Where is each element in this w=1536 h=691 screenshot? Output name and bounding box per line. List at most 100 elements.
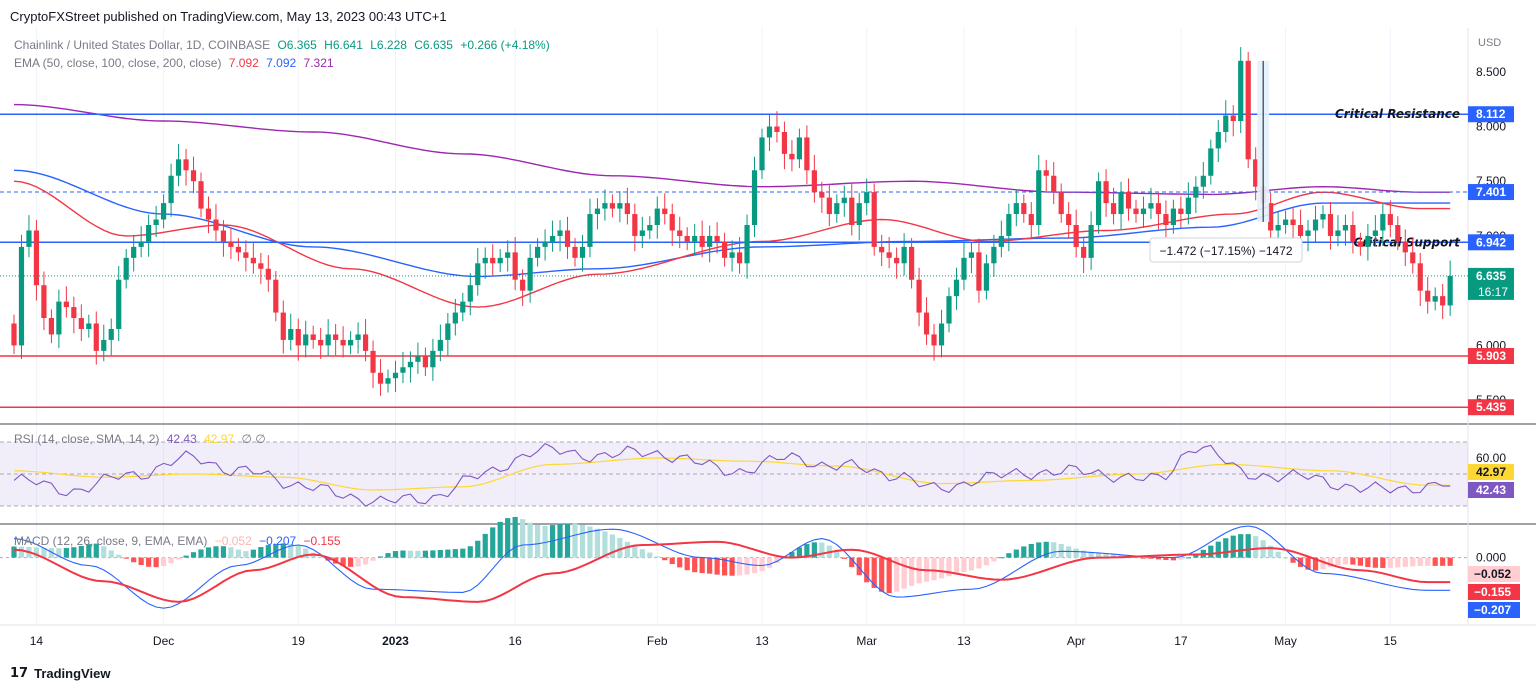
macd-hist-bar-114 xyxy=(864,557,870,583)
candle-body-45 xyxy=(348,339,354,346)
macd-hist-bar-95 xyxy=(722,557,728,576)
macd-hist-bar-166 xyxy=(1253,536,1259,558)
candle-body-109 xyxy=(826,197,832,215)
macd-hist-bar-104 xyxy=(789,552,795,558)
candle-body-125 xyxy=(946,296,952,324)
macd-tag-text-0: −0.052 xyxy=(1474,567,1511,581)
macd-hist-bar-183 xyxy=(1380,557,1386,568)
macd-hist-bar-6 xyxy=(56,548,62,558)
candle-body-88 xyxy=(669,214,675,231)
macd-signal-line xyxy=(13,540,1451,603)
candle-body-1 xyxy=(18,246,25,346)
candle-body-178 xyxy=(1342,225,1349,231)
candle-body-25 xyxy=(198,181,204,209)
macd-hist-bar-53 xyxy=(407,550,414,558)
candle-body-127 xyxy=(961,257,967,280)
macd-hist-bar-16 xyxy=(131,557,137,563)
candle-body-155 xyxy=(1170,208,1176,225)
candle-body-7 xyxy=(63,301,69,308)
last-price-text: 6.635 xyxy=(1476,269,1506,283)
candle-body-164 xyxy=(1238,60,1244,122)
macd-hist-bar-139 xyxy=(1051,542,1057,558)
macd-hist-bar-70 xyxy=(535,525,541,558)
candle-body-79 xyxy=(602,203,608,209)
macd-hist-bar-17 xyxy=(138,557,144,565)
candle-body-32 xyxy=(250,257,256,264)
macd-hist-bar-62 xyxy=(475,540,481,558)
candle-body-36 xyxy=(280,312,286,340)
macd-hist-bar-41 xyxy=(318,556,324,558)
macd-hist-bar-66 xyxy=(505,518,511,558)
candle-body-146 xyxy=(1103,181,1109,204)
candle-body-134 xyxy=(1013,203,1019,215)
candle-body-29 xyxy=(228,241,234,247)
price-tick-1: 8.000 xyxy=(1476,120,1506,134)
macd-hist-bar-88 xyxy=(669,557,675,564)
ohlc-low: L6.228 xyxy=(370,38,407,52)
macd-hist-bar-102 xyxy=(774,557,780,563)
tradingview-logo-icon: 𝟭𝟳 xyxy=(10,665,29,680)
chart-grid xyxy=(0,28,1536,624)
candle-body-15 xyxy=(123,257,129,280)
macd-hist-bar-45 xyxy=(348,557,354,567)
candle-body-189 xyxy=(1425,290,1431,302)
candle-body-136 xyxy=(1028,214,1034,225)
macd-hist-bar-180 xyxy=(1357,557,1363,566)
footer-brand[interactable]: 𝟭𝟳 TradingView xyxy=(10,665,110,681)
macd-hist-bar-184 xyxy=(1387,557,1393,568)
candle-body-47 xyxy=(362,334,369,351)
macd-hist-bar-181 xyxy=(1365,557,1371,568)
candle-body-185 xyxy=(1395,225,1401,242)
footer-brand-label: TradingView xyxy=(34,665,111,681)
macd-hist-bar-182 xyxy=(1372,557,1378,568)
macd-hist-bar-120 xyxy=(909,557,915,586)
macd-hist-bar-73 xyxy=(557,523,563,558)
macd-legend: MACD (12, 26, close, 9, EMA, EMA) −0.052… xyxy=(14,534,345,548)
candle-body-50 xyxy=(385,378,391,384)
macd-hist-bar-152 xyxy=(1148,557,1154,559)
candle-body-183 xyxy=(1380,214,1386,231)
candle-body-141 xyxy=(1066,214,1072,225)
macd-hist-bar-144 xyxy=(1088,552,1094,558)
macd-hist-bar-107 xyxy=(811,542,817,558)
macd-hist-bar-5 xyxy=(48,548,54,558)
macd-hist-bar-55 xyxy=(422,550,428,558)
candle-body-182 xyxy=(1372,230,1378,236)
macd-hist-bar-94 xyxy=(714,557,720,575)
macd-hist-bar-71 xyxy=(542,525,548,558)
candle-body-190 xyxy=(1432,296,1438,302)
candle-body-64 xyxy=(490,257,496,264)
candle-body-33 xyxy=(258,263,264,269)
candle-body-10 xyxy=(86,323,92,329)
candle-body-22 xyxy=(175,159,182,176)
candle-body-131 xyxy=(991,246,997,264)
macd-hist-bar-25 xyxy=(198,549,204,558)
macd-hist-bar-165 xyxy=(1245,534,1251,558)
candle-body-137 xyxy=(1036,170,1042,225)
candle-body-188 xyxy=(1417,263,1423,291)
macd-hist-bar-157 xyxy=(1185,557,1191,559)
candle-body-174 xyxy=(1312,219,1319,231)
candle-body-116 xyxy=(879,246,885,253)
ohlc-change: +0.266 (+4.18%) xyxy=(460,38,550,52)
candle-body-133 xyxy=(1006,214,1012,236)
countdown-text: 16:17 xyxy=(1478,285,1508,299)
macd-hist-bar-154 xyxy=(1163,557,1169,560)
macd-hist-bar-137 xyxy=(1036,542,1042,558)
symbol-title: Chainlink / United States Dollar, 1D, CO… xyxy=(14,38,271,52)
macd-hist-bar-127 xyxy=(961,557,967,573)
candle-body-77 xyxy=(587,214,593,247)
candle-body-52 xyxy=(400,367,406,373)
macd-hist-bar-123 xyxy=(931,557,937,581)
macd-tag-0 xyxy=(1468,566,1520,582)
rsi-title: RSI (14, close, SMA, 14, 2) xyxy=(14,432,160,446)
macd-hist-bar-117 xyxy=(886,557,892,594)
candle-body-2 xyxy=(26,230,32,247)
candle-body-66 xyxy=(505,252,511,258)
time-tick-11: May xyxy=(1274,634,1297,648)
candle-body-191 xyxy=(1440,296,1446,306)
macd-hist-bar-179 xyxy=(1350,557,1356,565)
candle-body-138 xyxy=(1043,170,1049,176)
